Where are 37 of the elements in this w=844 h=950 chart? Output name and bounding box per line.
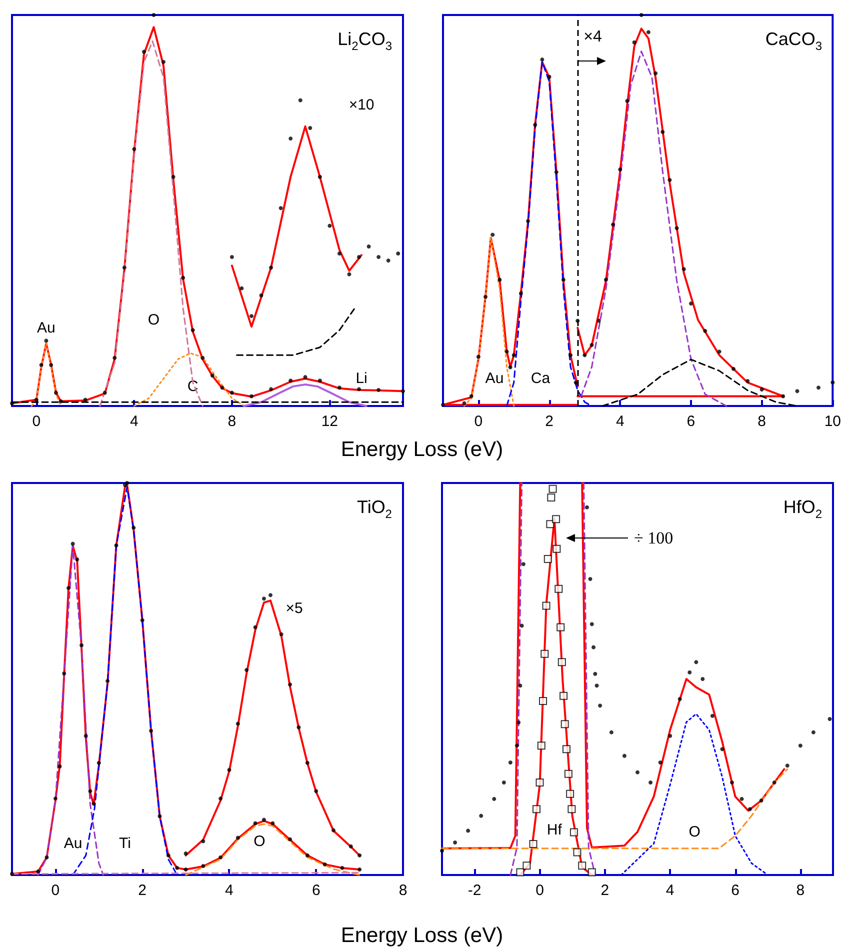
ref-line-label: ×4 <box>584 28 602 46</box>
annotation: O <box>254 833 266 850</box>
x-tick-label: -2 <box>468 882 482 899</box>
annotation: Au <box>64 835 82 852</box>
x-tick-label: 4 <box>130 413 138 430</box>
x-tick-label: 4 <box>225 882 234 899</box>
x-tick-label: 0 <box>51 882 60 899</box>
annotation: O <box>688 823 700 840</box>
x-tick-label: 12 <box>321 413 338 430</box>
x-tick-label: 6 <box>731 882 740 899</box>
x-tick-label: 8 <box>758 413 766 430</box>
x-tick-label: 10 <box>824 413 841 430</box>
annotation: Hf <box>546 821 563 838</box>
x-tick-label: 0 <box>474 413 483 430</box>
x-tick-label: 8 <box>796 882 805 899</box>
annotation: ÷ 100 <box>634 528 674 548</box>
x-tick-label: 2 <box>545 413 554 430</box>
x-tick-label: 0 <box>536 882 544 899</box>
x-tick-label: 0 <box>32 413 41 430</box>
annotation: ×10 <box>348 96 374 114</box>
annotation: Ti <box>119 835 131 852</box>
annotation: ×5 <box>286 600 303 617</box>
x-tick-label: 4 <box>666 882 674 899</box>
x-tick-label: 2 <box>138 882 147 899</box>
annotation: Ca <box>530 370 551 388</box>
x-tick-label: 2 <box>600 882 610 899</box>
x-tick-label: 4 <box>616 413 624 430</box>
x-tick-label: 8 <box>398 882 408 899</box>
x-axis-title: Energy Loss (eV) <box>340 924 504 948</box>
annotation: O <box>148 311 160 328</box>
annotation: Au <box>37 319 56 336</box>
annotation: Au <box>485 370 504 388</box>
x-axis-title: Energy Loss (eV) <box>340 438 504 462</box>
x-tick-label: 6 <box>312 882 320 899</box>
x-tick-label: 8 <box>228 413 236 430</box>
x-tick-label: 6 <box>686 413 696 430</box>
annotation: Li <box>356 370 368 388</box>
